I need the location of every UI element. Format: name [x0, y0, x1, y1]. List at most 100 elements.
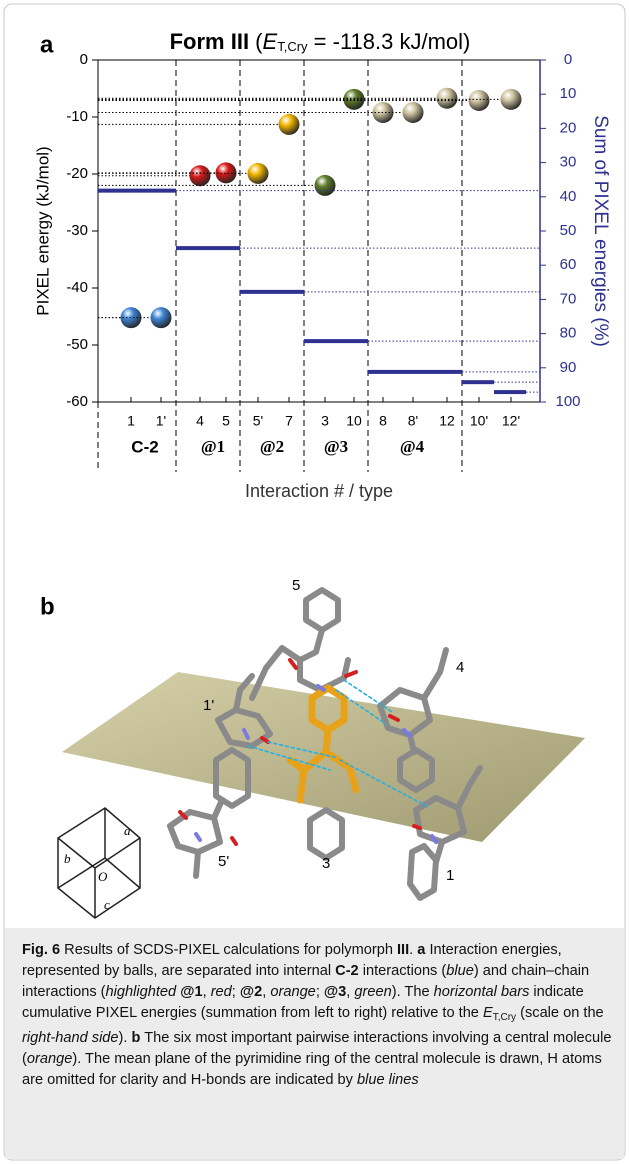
- caption-run: red: [211, 984, 232, 1000]
- x-tick-label: 7: [285, 413, 293, 429]
- caption-run: Fig. 6: [22, 942, 60, 958]
- page: a Form III (ET,Cry = -118.3 kJ/mol) PIXE…: [0, 0, 629, 1164]
- molecule-label: 5: [292, 577, 300, 594]
- caption-run: E: [483, 1005, 493, 1021]
- y2-tick-label: 10: [560, 85, 577, 102]
- cell-label: c: [104, 897, 110, 912]
- cumulative-bar: [240, 290, 304, 294]
- molecule-label: 5': [218, 853, 229, 870]
- x-tick-label: 5': [253, 413, 263, 429]
- caption-run: blue: [446, 963, 474, 979]
- x-tick-label: 10': [470, 413, 488, 429]
- caption-run: III: [397, 942, 409, 958]
- x-tick-label: 12: [439, 413, 455, 429]
- ball: [279, 114, 300, 135]
- ball: [469, 90, 490, 111]
- caption-run: ). The mean plane of the pyrimidine ring…: [22, 1051, 602, 1088]
- y2-tick-label: 0: [564, 51, 572, 68]
- x-tick-label: 3: [321, 413, 329, 429]
- cumulative-bar: [462, 380, 494, 384]
- y2-tick-label: 90: [560, 359, 577, 376]
- x-tick-label: 4: [196, 413, 204, 429]
- caption-run: ;: [232, 984, 240, 1000]
- chart-title: Form III (ET,Cry = -118.3 kJ/mol): [170, 29, 471, 55]
- caption-run: orange: [27, 1051, 72, 1067]
- group-label: @3: [324, 437, 348, 456]
- y-tick-label: -10: [66, 108, 88, 125]
- ball: [437, 88, 458, 109]
- ball: [315, 175, 336, 196]
- x-tick-label: 10: [346, 413, 362, 429]
- molecule-label: 4: [456, 659, 464, 676]
- ball: [403, 102, 424, 123]
- y-tick-label: -50: [66, 336, 88, 353]
- caption-run: interactions (: [359, 963, 447, 979]
- caption-run: highlighted: [106, 984, 177, 1000]
- caption-run: orange: [270, 984, 315, 1000]
- panel-label: b: [40, 593, 55, 620]
- cumulative-bar: [98, 189, 176, 193]
- cumulative-bar: [494, 390, 526, 394]
- y-tick-label: -20: [66, 165, 88, 182]
- x-tick-label: 1: [127, 413, 135, 429]
- x-tick-label: 8': [408, 413, 418, 429]
- y2-tick-label: 70: [560, 290, 577, 307]
- group-label: @4: [400, 437, 425, 456]
- ball: [248, 163, 269, 184]
- title-part: Form III: [170, 29, 249, 54]
- y-tick-label: -60: [66, 393, 88, 410]
- caption-run: @2: [240, 984, 262, 1000]
- group-label: @1: [201, 437, 225, 456]
- ball: [501, 89, 522, 110]
- y2-tick-label: 50: [560, 222, 577, 239]
- molecule-label: 1: [446, 867, 454, 884]
- caption-run: C-2: [335, 963, 359, 979]
- y2-tick-label: 30: [560, 154, 577, 171]
- cell-label: b: [64, 851, 71, 866]
- y2-tick-label: 80: [560, 325, 577, 342]
- caption-run: ;: [316, 984, 324, 1000]
- y-tick-label: 0: [80, 51, 88, 68]
- ball: [190, 165, 211, 186]
- caption-run: right-hand side: [22, 1030, 119, 1046]
- cumulative-bar: [368, 370, 462, 374]
- caption-run: (scale on the: [516, 1005, 604, 1021]
- caption-run: ,: [203, 984, 211, 1000]
- cell-label: a: [124, 823, 131, 838]
- caption-run: ). The: [392, 984, 434, 1000]
- molecule-label: 3: [322, 855, 330, 872]
- group-label: C-2: [131, 437, 158, 456]
- ball: [151, 307, 172, 328]
- title-part: (: [249, 29, 263, 54]
- caption-run: green: [354, 984, 391, 1000]
- caption-run: @1: [180, 984, 202, 1000]
- panel-label: a: [40, 31, 54, 58]
- caption-run: ).: [119, 1030, 132, 1046]
- title-part: = -118.3 kJ/mol): [308, 29, 471, 54]
- y2-axis-title: Sum of PIXEL energies (%): [590, 115, 611, 347]
- y2-tick-label: 60: [560, 256, 577, 273]
- caption-run: @3: [324, 984, 346, 1000]
- title-part: T,Cry: [277, 39, 308, 54]
- group-label: @2: [260, 437, 284, 456]
- caption: Fig. 6 Results of SCDS-PIXEL calculation…: [22, 940, 614, 1091]
- caption-run: horizontal bars: [434, 984, 530, 1000]
- molecule-label: 1': [203, 697, 214, 714]
- y-tick-label: -40: [66, 279, 88, 296]
- x-tick-label: 1': [156, 413, 166, 429]
- x-tick-label: 12': [502, 413, 520, 429]
- caption-run: Results of SCDS-PIXEL calculations for p…: [60, 942, 397, 958]
- y2-tick-label: 20: [560, 119, 577, 136]
- caption-run: blue lines: [357, 1072, 419, 1088]
- y2-tick-label: 40: [560, 188, 577, 205]
- cell-label: O: [98, 869, 108, 884]
- title-part: E: [263, 29, 278, 54]
- cumulative-bar: [176, 246, 240, 250]
- y-tick-label: -30: [66, 222, 88, 239]
- x-tick-label: 5: [222, 413, 230, 429]
- cumulative-bar: [304, 339, 368, 343]
- y-axis-title: PIXEL energy (kJ/mol): [33, 146, 52, 315]
- caption-run: T,Cry: [493, 1012, 516, 1023]
- ball: [216, 162, 237, 183]
- x-tick-label: 8: [379, 413, 387, 429]
